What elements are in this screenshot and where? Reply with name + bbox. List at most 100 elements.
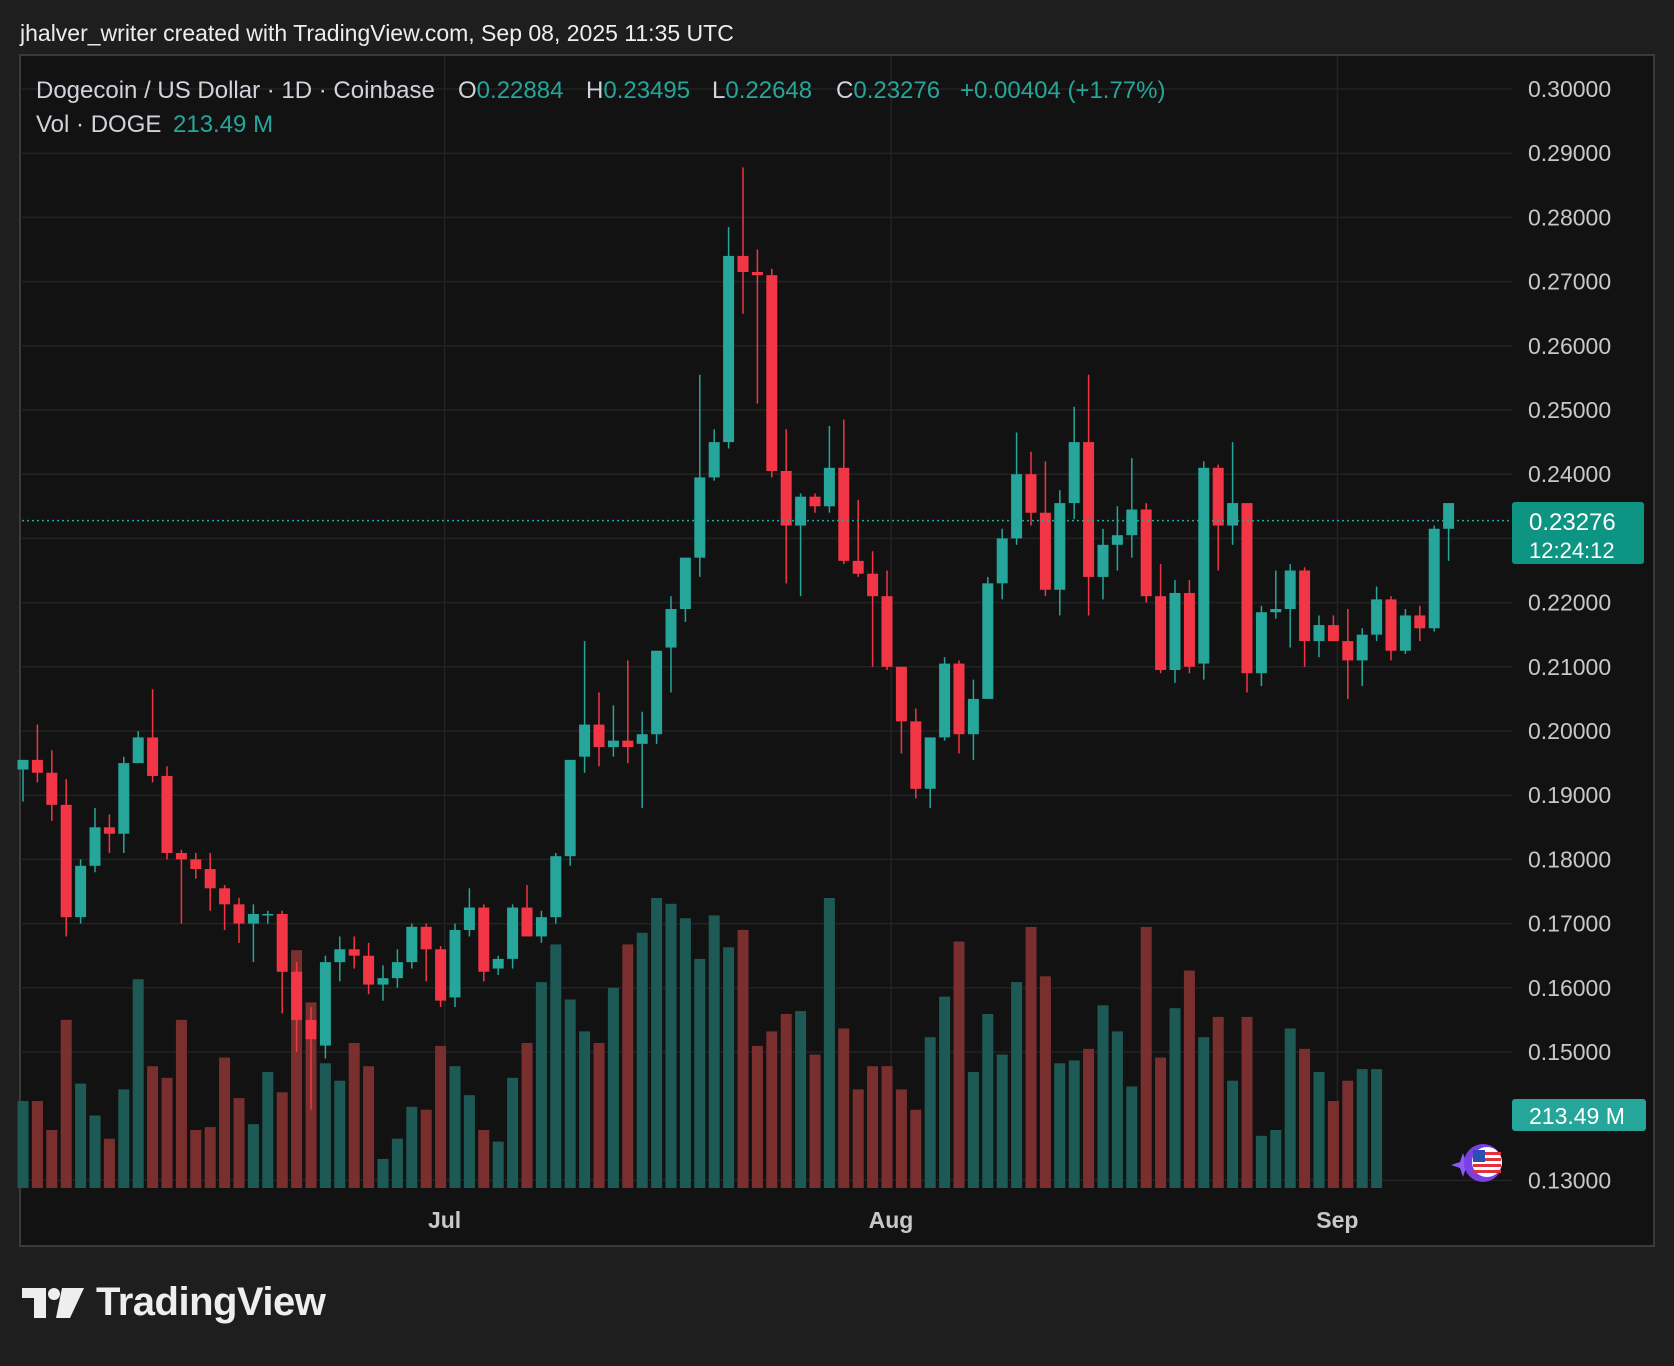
time-axis[interactable]: Jul Aug Sep — [428, 1207, 1359, 1233]
volume-bar — [1011, 982, 1023, 1188]
candle-body — [1342, 641, 1354, 661]
candle-body — [751, 271, 763, 276]
candle-body — [708, 442, 720, 478]
volume-bar — [1255, 1135, 1267, 1188]
volume-bar — [1097, 1005, 1109, 1188]
volume-bar — [1284, 1028, 1296, 1188]
volume-bar — [939, 996, 951, 1188]
price-tick-label: 0.19000 — [1528, 782, 1611, 808]
volume-bar — [219, 1057, 231, 1188]
volume-bar — [1327, 1101, 1339, 1188]
price-tick-label: 0.20000 — [1528, 718, 1611, 744]
legend-symbol[interactable]: Dogecoin / US Dollar · 1D · Coinbase — [36, 77, 435, 104]
candle-body — [607, 740, 619, 748]
volume-bar — [924, 1037, 936, 1188]
candle-body — [651, 650, 663, 735]
candle-body — [1140, 509, 1152, 597]
volume-bar — [795, 1011, 807, 1188]
price-tick-label: 0.26000 — [1528, 333, 1611, 359]
legend-open: O0.22884 — [458, 77, 563, 104]
volume-bar — [348, 1043, 360, 1188]
tradingview-logo[interactable]: TradingView — [22, 1280, 326, 1325]
volume-bar — [233, 1098, 245, 1188]
candle-body — [219, 888, 231, 905]
price-tick-label: 0.28000 — [1528, 204, 1611, 230]
volume-bar — [204, 1127, 216, 1188]
candle-body — [852, 560, 864, 574]
price-tick-label: 0.24000 — [1528, 461, 1611, 487]
candle-body — [334, 949, 346, 963]
volume-bar — [1083, 1048, 1095, 1188]
candle-body — [809, 496, 821, 507]
candle-body — [1414, 615, 1426, 629]
volume-bar — [982, 1014, 994, 1188]
candle-body — [406, 926, 418, 963]
candle-body — [1385, 599, 1397, 651]
candle-body — [305, 1019, 317, 1040]
candle-body — [1371, 599, 1383, 635]
candle-body — [924, 737, 936, 789]
candle-body — [795, 496, 807, 526]
volume-bar — [809, 1054, 821, 1188]
candle-body — [982, 583, 994, 699]
event-markers[interactable] — [1451, 1144, 1502, 1182]
volume-bar — [247, 1124, 259, 1188]
candle-body — [161, 775, 173, 853]
volume-bar — [60, 1019, 72, 1188]
price-badge-countdown: 12:24:12 — [1529, 538, 1615, 563]
candle-body — [492, 958, 504, 969]
candle-body — [247, 913, 259, 924]
candle-body — [478, 907, 490, 972]
volume-bar — [895, 1089, 907, 1188]
candle-body — [953, 663, 965, 735]
volume-bar — [852, 1089, 864, 1188]
sparkle-icon[interactable] — [1451, 1153, 1475, 1177]
volume-bar — [881, 1066, 893, 1188]
volume-bar — [75, 1083, 87, 1188]
candle-body — [996, 538, 1008, 584]
candle-body — [262, 913, 274, 916]
legend-close: C0.23276 — [836, 77, 940, 104]
volume-bar — [1299, 1048, 1311, 1188]
candle-body — [1241, 503, 1253, 674]
volume-bar — [593, 1043, 605, 1188]
price-tick-label: 0.13000 — [1528, 1167, 1611, 1193]
volume-bar — [132, 979, 144, 1188]
candle-body — [665, 609, 677, 648]
volume-bar — [1111, 1031, 1123, 1188]
volume-bars — [17, 898, 1383, 1188]
volume-bar — [651, 898, 663, 1188]
legend-change: +0.00404 (+1.77%) — [960, 77, 1166, 104]
price-badge: 0.23276 12:24:12 — [1512, 502, 1644, 564]
volume-bar — [103, 1138, 115, 1188]
price-tick-label: 0.27000 — [1528, 269, 1611, 295]
candle-body — [348, 949, 360, 956]
volume-bar — [31, 1101, 43, 1188]
time-tick-label: Jul — [428, 1207, 461, 1233]
candle-body — [175, 852, 187, 860]
price-axis[interactable]: 0.30000 0.29000 0.28000 0.27000 0.26000 0.250… — [1528, 76, 1611, 1193]
volume-bar — [723, 947, 735, 1188]
legend-volume-label[interactable]: Vol · DOGE — [36, 111, 161, 138]
volume-bar — [1241, 1016, 1253, 1188]
candle-body — [1169, 592, 1181, 671]
price-tick-label: 0.18000 — [1528, 846, 1611, 872]
volume-bar — [463, 1095, 475, 1188]
volume-bar — [996, 1054, 1008, 1188]
price-tick-label: 0.15000 — [1528, 1039, 1611, 1065]
volume-bar — [118, 1089, 130, 1188]
volume-bar — [276, 1092, 288, 1188]
us-flag-icon[interactable] — [1464, 1144, 1502, 1182]
volume-bar — [89, 1115, 101, 1188]
volume-bar — [1039, 976, 1051, 1188]
candle-body — [147, 737, 159, 776]
price-badge-value: 0.23276 — [1529, 509, 1616, 536]
volume-bar — [175, 1019, 187, 1188]
volume-bar — [1198, 1037, 1210, 1188]
volume-bar — [1140, 927, 1152, 1188]
volume-bar — [953, 941, 965, 1188]
tradingview-logo-icon — [22, 1287, 84, 1318]
volume-bar — [1025, 927, 1037, 1188]
candle-body — [1270, 609, 1282, 613]
